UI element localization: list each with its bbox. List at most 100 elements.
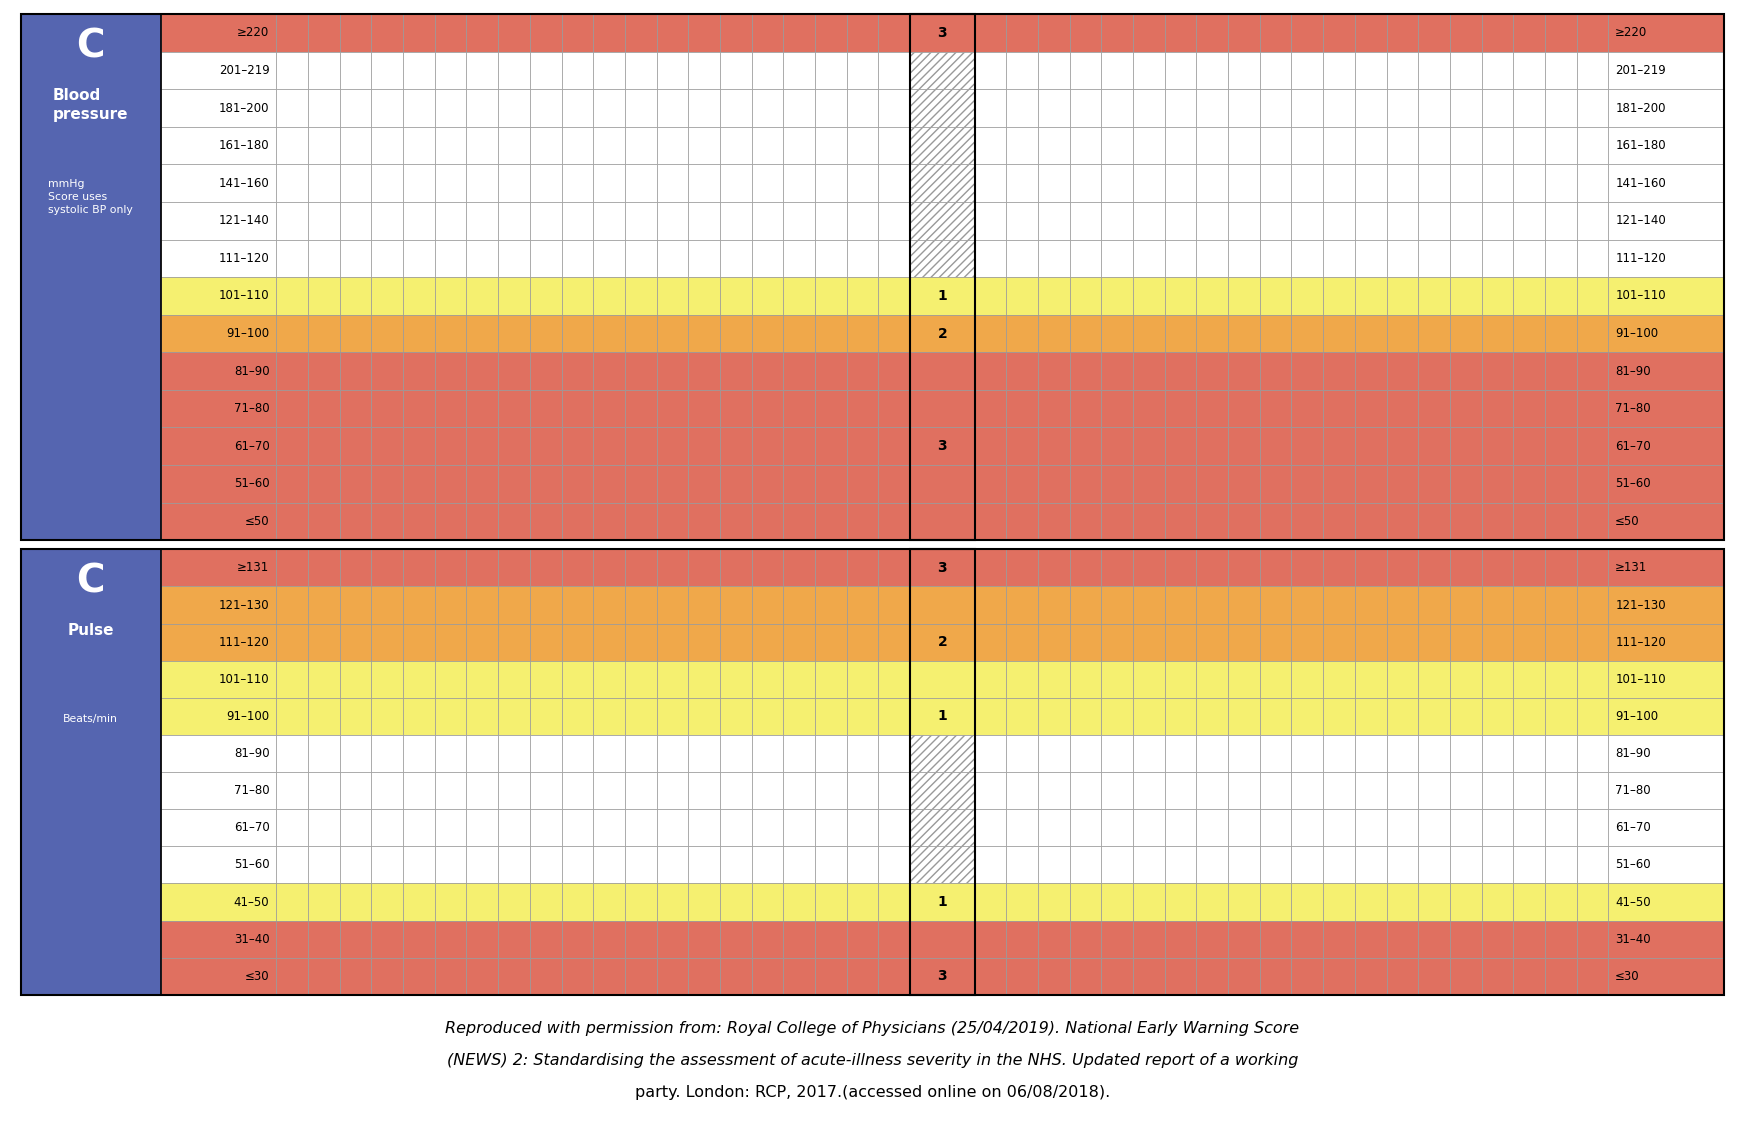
Bar <box>1609 51 1724 89</box>
Bar <box>593 957 625 995</box>
Bar <box>1260 127 1291 165</box>
Bar <box>1609 549 1724 587</box>
Bar <box>1419 202 1450 240</box>
Bar <box>1544 202 1576 240</box>
Bar <box>1609 14 1724 51</box>
Bar <box>1291 51 1323 89</box>
Bar <box>1482 51 1513 89</box>
Bar <box>1544 883 1576 921</box>
Bar <box>784 698 815 735</box>
Bar <box>1544 14 1576 51</box>
Bar <box>721 428 752 465</box>
Bar <box>1291 277 1323 315</box>
Bar <box>846 127 878 165</box>
Bar <box>276 661 309 698</box>
Bar <box>752 14 784 51</box>
Bar <box>625 810 656 846</box>
Bar <box>1387 14 1419 51</box>
Bar <box>878 883 909 921</box>
Bar <box>530 428 562 465</box>
Bar <box>593 810 625 846</box>
Bar <box>784 277 815 315</box>
Bar <box>435 883 466 921</box>
Bar <box>688 772 721 810</box>
Bar <box>1513 428 1544 465</box>
Text: 1: 1 <box>937 289 948 302</box>
Bar <box>1323 240 1354 277</box>
Bar <box>497 772 530 810</box>
Bar <box>656 14 688 51</box>
Bar <box>721 127 752 165</box>
Bar <box>466 14 497 51</box>
Bar <box>1197 698 1228 735</box>
Bar <box>878 165 909 202</box>
Bar <box>372 240 403 277</box>
Bar <box>784 503 815 540</box>
Bar <box>309 503 340 540</box>
Bar <box>1291 661 1323 698</box>
Bar <box>1323 503 1354 540</box>
Bar <box>562 810 593 846</box>
Bar <box>497 587 530 623</box>
Bar <box>1323 428 1354 465</box>
Bar <box>466 51 497 89</box>
Bar <box>909 661 975 698</box>
Bar <box>1007 810 1038 846</box>
Bar <box>1228 165 1260 202</box>
Bar <box>593 352 625 390</box>
Text: C: C <box>77 563 105 601</box>
Bar <box>309 14 340 51</box>
Bar <box>372 428 403 465</box>
Bar <box>1038 89 1070 127</box>
Bar <box>593 846 625 883</box>
Bar <box>372 165 403 202</box>
Bar <box>1007 661 1038 698</box>
Bar <box>846 921 878 957</box>
Bar <box>1197 503 1228 540</box>
Bar <box>21 549 1724 995</box>
Bar <box>656 315 688 352</box>
Bar <box>403 587 435 623</box>
Bar <box>435 51 466 89</box>
Bar <box>752 661 784 698</box>
Bar <box>340 623 372 661</box>
Bar <box>1419 277 1450 315</box>
Text: 3: 3 <box>937 439 948 454</box>
Bar <box>1482 503 1513 540</box>
Bar <box>1291 883 1323 921</box>
Bar <box>530 735 562 772</box>
Bar <box>530 51 562 89</box>
Bar <box>1450 277 1482 315</box>
Bar <box>372 89 403 127</box>
Bar <box>497 315 530 352</box>
Text: 141–160: 141–160 <box>1616 176 1666 190</box>
Bar <box>1133 127 1164 165</box>
Bar <box>435 165 466 202</box>
Bar <box>1450 165 1482 202</box>
Bar <box>1323 883 1354 921</box>
Bar <box>1133 465 1164 503</box>
Bar <box>909 165 975 202</box>
Bar <box>656 390 688 428</box>
Bar <box>656 240 688 277</box>
Bar <box>562 846 593 883</box>
Bar <box>1323 587 1354 623</box>
Bar <box>784 957 815 995</box>
Bar <box>721 202 752 240</box>
Bar <box>975 240 1007 277</box>
Bar <box>1513 14 1544 51</box>
Bar <box>340 51 372 89</box>
Bar <box>1450 698 1482 735</box>
Bar <box>340 549 372 587</box>
Bar <box>372 587 403 623</box>
Bar <box>1228 51 1260 89</box>
Bar <box>1576 661 1609 698</box>
Bar <box>372 698 403 735</box>
Bar <box>1070 883 1101 921</box>
Text: C: C <box>77 27 105 66</box>
Bar <box>1609 735 1724 772</box>
Bar <box>1354 810 1387 846</box>
Bar <box>1419 957 1450 995</box>
Bar <box>1419 14 1450 51</box>
Bar <box>1576 810 1609 846</box>
